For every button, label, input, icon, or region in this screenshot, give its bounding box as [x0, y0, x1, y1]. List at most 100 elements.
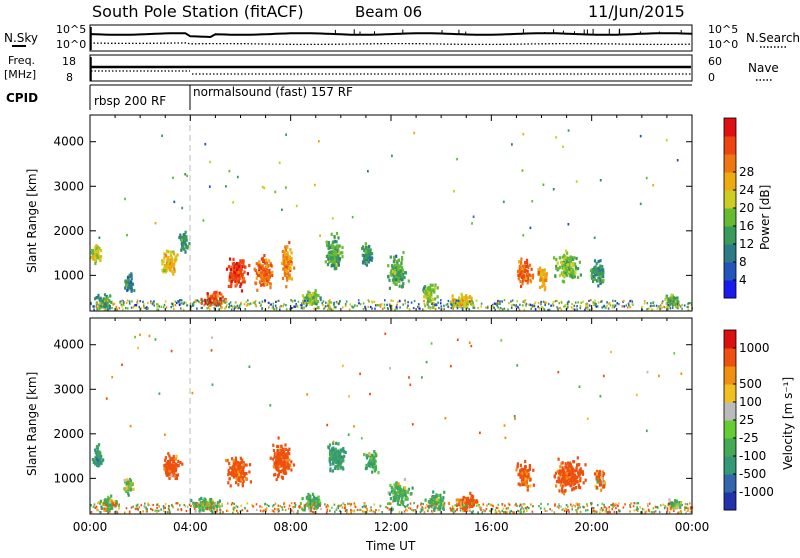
range-gate-cell — [461, 294, 463, 297]
range-gate-cell — [265, 300, 267, 302]
range-gate-cell — [671, 502, 673, 505]
range-gate-cell — [285, 466, 287, 469]
range-gate-cell — [434, 505, 436, 507]
range-gate-cell — [273, 303, 275, 305]
range-gate-cell — [613, 304, 615, 306]
range-gate-cell — [286, 308, 288, 310]
range-gate-cell — [648, 308, 650, 310]
range-gate-cell — [677, 300, 679, 303]
range-gate-cell — [382, 308, 384, 310]
range-gate-cell — [293, 463, 295, 466]
range-gate-cell — [333, 251, 335, 254]
range-gate-cell — [326, 241, 328, 244]
range-gate-cell — [525, 265, 527, 268]
range-gate-cell — [108, 303, 110, 305]
range-gate-cell — [670, 300, 672, 302]
range-gate-cell — [366, 261, 368, 264]
range-gate-cell — [636, 502, 638, 504]
range-gate-cell — [203, 510, 205, 512]
range-gate-cell — [328, 244, 330, 247]
range-gate-cell — [147, 307, 149, 309]
velocity-data-layer — [90, 333, 693, 515]
range-gate-cell — [155, 222, 157, 225]
range-gate-cell — [446, 304, 448, 306]
range-gate-cell — [334, 306, 336, 308]
range-gate-cell — [204, 299, 206, 302]
range-gate-cell — [527, 272, 529, 275]
range-gate-cell — [325, 302, 327, 304]
range-gate-cell — [469, 301, 471, 303]
range-gate-cell — [515, 304, 517, 306]
range-gate-cell — [384, 307, 386, 309]
range-gate-cell — [230, 284, 232, 287]
range-gate-cell — [312, 511, 314, 513]
range-gate-cell — [558, 489, 560, 492]
range-gate-cell — [343, 450, 345, 453]
range-gate-cell — [233, 308, 235, 310]
range-gate-cell — [281, 262, 283, 265]
range-gate-cell — [228, 471, 230, 474]
range-gate-cell — [460, 503, 462, 505]
range-gate-cell — [624, 503, 626, 505]
range-gate-cell — [250, 303, 252, 305]
range-gate-cell — [534, 303, 536, 305]
range-gate-cell — [109, 305, 111, 308]
range-gate-cell — [248, 470, 250, 473]
range-gate-cell — [606, 301, 608, 303]
range-gate-cell — [273, 504, 275, 506]
range-gate-cell — [364, 502, 366, 504]
range-gate-cell — [597, 284, 599, 287]
range-gate-cell — [452, 302, 454, 304]
range-gate-cell — [173, 201, 175, 204]
range-gate-cell — [315, 289, 317, 292]
range-gate-cell — [283, 260, 285, 263]
range-gate-cell — [273, 449, 275, 452]
range-gate-cell — [568, 223, 570, 226]
range-gate-cell — [463, 507, 465, 509]
range-gate-cell — [570, 478, 572, 481]
range-gate-cell — [567, 306, 569, 308]
range-gate-cell — [634, 502, 636, 504]
range-gate-cell — [499, 308, 501, 310]
range-gate-cell — [234, 305, 236, 307]
range-gate-cell — [292, 506, 294, 508]
range-gate-cell — [195, 503, 197, 505]
range-gate-cell — [217, 505, 219, 507]
range-gate-cell — [369, 393, 371, 396]
range-gate-cell — [334, 452, 336, 455]
range-gate-cell — [100, 307, 102, 309]
range-gate-cell — [613, 505, 615, 507]
range-gate-cell — [328, 505, 330, 507]
range-gate-cell — [329, 299, 331, 301]
range-gate-cell — [401, 278, 403, 281]
range-gate-cell — [342, 506, 344, 508]
range-gate-cell — [314, 502, 316, 504]
range-gate-cell — [164, 507, 166, 509]
range-gate-cell — [263, 254, 265, 257]
range-gate-cell — [690, 506, 692, 508]
range-gate-cell — [96, 506, 98, 508]
range-gate-cell — [319, 234, 321, 237]
range-gate-cell — [124, 198, 126, 201]
range-gate-cell — [623, 506, 625, 508]
range-gate-cell — [451, 302, 453, 304]
range-gate-cell — [413, 502, 415, 504]
range-gate-cell — [469, 296, 471, 299]
range-gate-cell — [207, 295, 209, 298]
range-gate-cell — [206, 508, 208, 510]
range-gate-cell — [404, 510, 406, 512]
range-gate-cell — [413, 307, 415, 309]
range-gate-cell — [540, 503, 542, 505]
range-gate-cell — [314, 511, 316, 513]
range-gate-cell — [209, 161, 211, 164]
range-gate-cell — [288, 262, 290, 265]
range-gate-cell — [565, 266, 567, 269]
range-gate-cell — [268, 302, 270, 304]
range-gate-cell — [566, 476, 568, 479]
range-gate-cell — [545, 510, 547, 512]
range-gate-cell — [567, 467, 569, 470]
range-gate-cell — [518, 482, 520, 485]
range-gate-cell — [247, 502, 249, 504]
range-gate-cell — [434, 283, 436, 286]
range-gate-cell — [337, 442, 339, 445]
